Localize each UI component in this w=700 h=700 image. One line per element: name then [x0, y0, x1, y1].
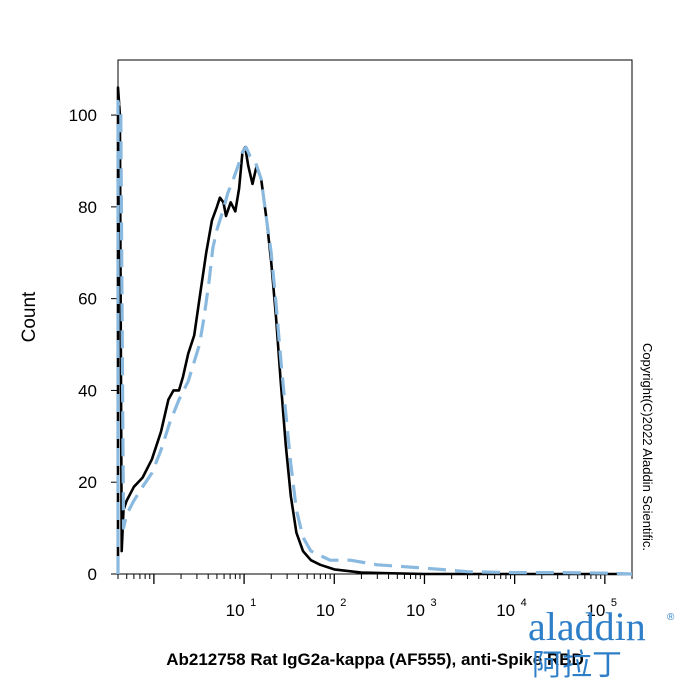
- aladdin-logo: aladdin ® 阿拉丁: [528, 604, 675, 683]
- copyright-notice: Copyright(C)2022 Aladdin Scientific.: [640, 343, 655, 551]
- x-tick-label: 10: [226, 601, 245, 620]
- solid-series-line: [116, 86, 632, 576]
- x-tick-exponent: 4: [521, 597, 527, 609]
- y-tick-label: 40: [78, 381, 97, 400]
- x-tick-exponent: 2: [340, 597, 346, 609]
- y-axis-title: Count: [19, 291, 40, 342]
- x-axis: 10 1 10 2 10 3 10 4 10 5: [117, 574, 633, 620]
- x-tick-exponent: 3: [430, 597, 436, 609]
- y-tick-label: 100: [69, 106, 97, 125]
- x-tick-label: 10: [586, 601, 605, 620]
- plot-frame: [117, 59, 633, 575]
- y-tick-label: 0: [88, 565, 97, 584]
- y-tick-label: 20: [78, 473, 97, 492]
- x-tick-exponent: 1: [250, 597, 256, 609]
- series-group: [116, 86, 633, 576]
- y-axis: 0 20 40 60 80 100: [69, 106, 118, 584]
- plot-area: [117, 59, 633, 575]
- logo-registered-mark: ®: [667, 612, 675, 623]
- logo-chinese-name: 阿拉丁: [532, 648, 622, 683]
- x-tick-label: 10: [406, 601, 425, 620]
- x-axis-title: Ab212758 Rat IgG2a-kappa (AF555), anti-S…: [166, 650, 584, 669]
- y-tick-label: 60: [78, 290, 97, 309]
- logo-wordmark: aladdin: [528, 604, 646, 649]
- x-tick-exponent: 5: [611, 597, 617, 609]
- x-tick-label: 10: [316, 601, 335, 620]
- dashed-series-line: [116, 99, 633, 576]
- x-tick-label: 10: [496, 601, 515, 620]
- y-tick-label: 80: [78, 198, 97, 217]
